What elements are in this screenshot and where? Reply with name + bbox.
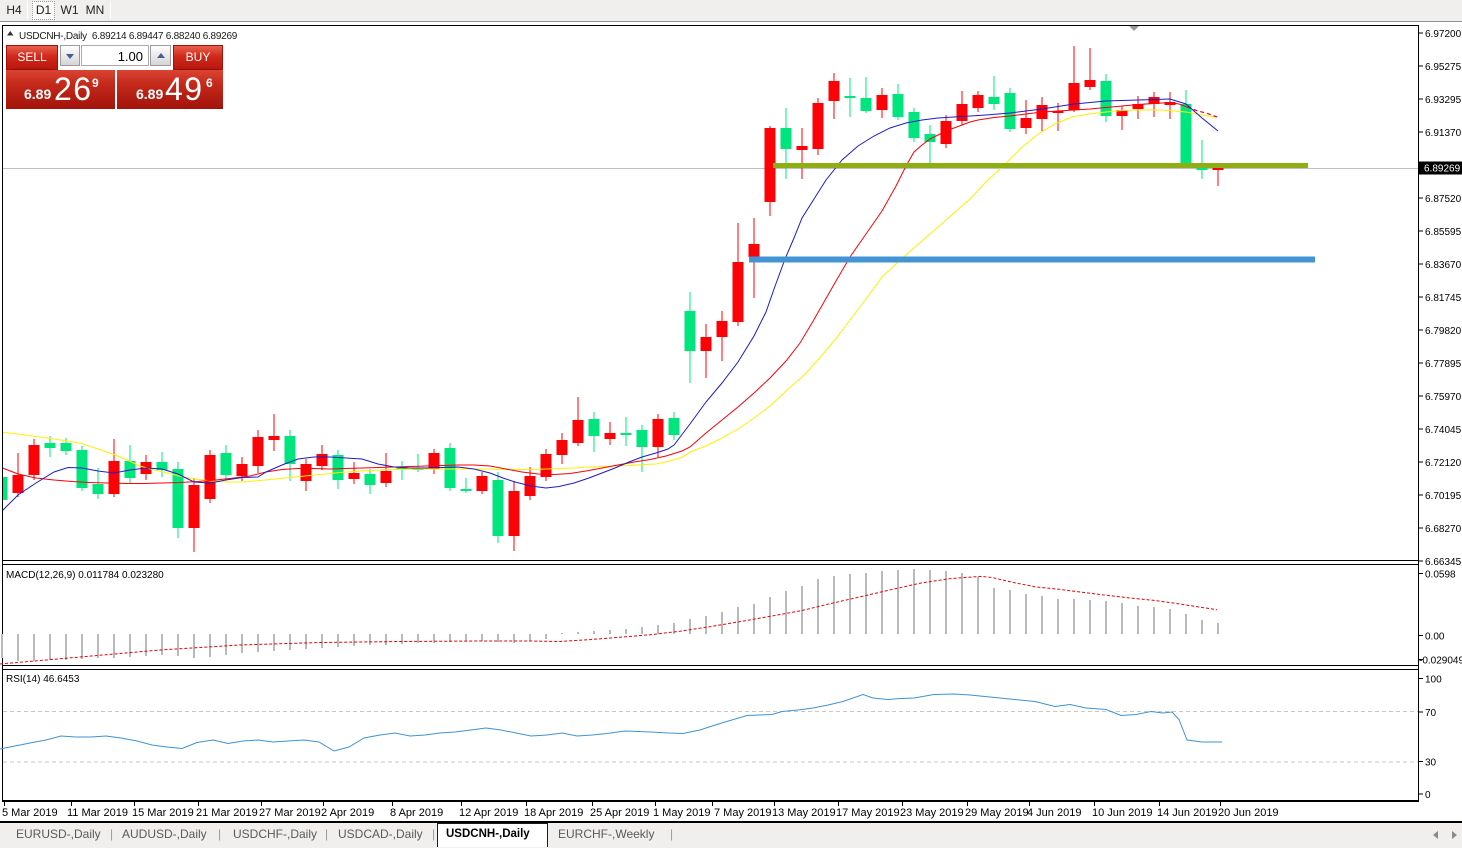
- svg-text:11 Mar 2019: 11 Mar 2019: [67, 807, 128, 819]
- svg-text:27 Mar 2019: 27 Mar 2019: [259, 807, 321, 819]
- svg-text:RSI(14) 46.6453: RSI(14) 46.6453: [6, 674, 80, 685]
- svg-text:6.83670: 6.83670: [1425, 260, 1462, 271]
- svg-text:6.75970: 6.75970: [1425, 392, 1462, 403]
- svg-text:100: 100: [1425, 675, 1442, 686]
- svg-text:14 Jun 2019: 14 Jun 2019: [1157, 807, 1218, 819]
- svg-text:18 Apr 2019: 18 Apr 2019: [524, 807, 583, 819]
- svg-text:6.77895: 6.77895: [1425, 359, 1462, 370]
- svg-text:6.81745: 6.81745: [1425, 293, 1462, 304]
- svg-text:25 Apr 2019: 25 Apr 2019: [590, 807, 649, 819]
- svg-text:6.91370: 6.91370: [1425, 128, 1462, 139]
- svg-text:30: 30: [1425, 758, 1437, 769]
- svg-text:MACD(12,26,9) 0.011784 0.02328: MACD(12,26,9) 0.011784 0.023280: [6, 570, 164, 581]
- svg-text:70: 70: [1425, 708, 1437, 719]
- svg-text:4 Jun 2019: 4 Jun 2019: [1027, 807, 1081, 819]
- svg-text:5 Mar 2019: 5 Mar 2019: [2, 807, 58, 819]
- svg-text:1 May 2019: 1 May 2019: [653, 807, 710, 819]
- svg-text:29 May 2019: 29 May 2019: [965, 807, 1029, 819]
- svg-text:7 May 2019: 7 May 2019: [714, 807, 771, 819]
- svg-text:6.68270: 6.68270: [1425, 524, 1462, 535]
- svg-text:6.93295: 6.93295: [1425, 95, 1462, 106]
- svg-text:20 Jun 2019: 20 Jun 2019: [1218, 807, 1279, 819]
- svg-text:8 Apr 2019: 8 Apr 2019: [390, 807, 443, 819]
- svg-text:21 Mar 2019: 21 Mar 2019: [196, 807, 258, 819]
- svg-text:23 May 2019: 23 May 2019: [900, 807, 964, 819]
- svg-text:6.72120: 6.72120: [1425, 458, 1462, 469]
- svg-text:6.87520: 6.87520: [1425, 194, 1462, 205]
- svg-text:USDCNH-,Daily 6.89214 6.89447: USDCNH-,Daily 6.89214 6.89447 6.88240 6.…: [19, 31, 238, 42]
- svg-text:13 May 2019: 13 May 2019: [772, 807, 836, 819]
- svg-text:0.00: 0.00: [1425, 632, 1445, 643]
- svg-text:6.70195: 6.70195: [1425, 491, 1462, 502]
- svg-text:6.85595: 6.85595: [1425, 227, 1462, 238]
- svg-text:6.95275: 6.95275: [1425, 62, 1462, 73]
- svg-text:6.74045: 6.74045: [1425, 425, 1462, 436]
- svg-text:6.79820: 6.79820: [1425, 326, 1462, 337]
- svg-text:6.66345: 6.66345: [1425, 557, 1462, 568]
- svg-text:0.0598: 0.0598: [1425, 569, 1456, 580]
- svg-text:10 Jun 2019: 10 Jun 2019: [1092, 807, 1153, 819]
- svg-text:0: 0: [1425, 790, 1431, 801]
- svg-text:-0.029049: -0.029049: [1419, 656, 1462, 667]
- svg-text:12 Apr 2019: 12 Apr 2019: [459, 807, 518, 819]
- svg-text:2 Apr 2019: 2 Apr 2019: [321, 807, 374, 819]
- svg-text:15 Mar 2019: 15 Mar 2019: [132, 807, 194, 819]
- svg-text:6.97200: 6.97200: [1425, 29, 1462, 40]
- svg-text:6.89269: 6.89269: [1424, 164, 1461, 175]
- svg-text:17 May 2019: 17 May 2019: [836, 807, 900, 819]
